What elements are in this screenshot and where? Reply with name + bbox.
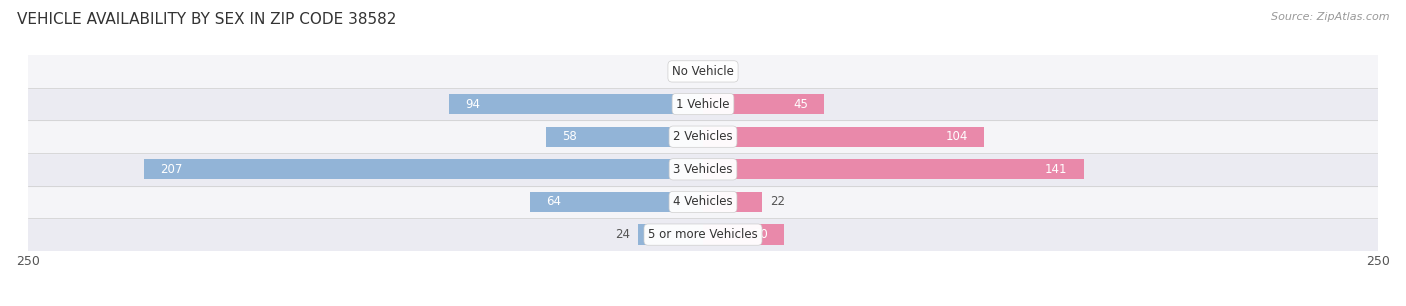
Text: 0: 0: [690, 65, 697, 78]
Bar: [28, 186, 1378, 218]
Bar: [703, 127, 984, 147]
Text: 30: 30: [754, 228, 768, 241]
Text: 2 Vehicles: 2 Vehicles: [673, 130, 733, 143]
Text: Source: ZipAtlas.com: Source: ZipAtlas.com: [1271, 12, 1389, 22]
Text: 0: 0: [709, 65, 716, 78]
Text: 1 Vehicle: 1 Vehicle: [676, 98, 730, 110]
Bar: [703, 225, 785, 245]
Text: 64: 64: [547, 196, 561, 208]
Text: 45: 45: [793, 98, 808, 110]
Text: 94: 94: [465, 98, 481, 110]
Text: 3 Vehicles: 3 Vehicles: [673, 163, 733, 176]
Bar: [530, 192, 703, 212]
Bar: [547, 127, 703, 147]
Text: 141: 141: [1045, 163, 1067, 176]
Bar: [145, 159, 703, 179]
Bar: [703, 192, 762, 212]
Text: 22: 22: [770, 196, 786, 208]
Bar: [28, 153, 1378, 186]
Text: 207: 207: [160, 163, 183, 176]
Bar: [28, 55, 1378, 88]
Bar: [703, 94, 824, 114]
Text: 58: 58: [562, 130, 578, 143]
Text: 5 or more Vehicles: 5 or more Vehicles: [648, 228, 758, 241]
Text: 24: 24: [614, 228, 630, 241]
Text: 104: 104: [945, 130, 967, 143]
Bar: [450, 94, 703, 114]
Bar: [28, 218, 1378, 251]
Text: 4 Vehicles: 4 Vehicles: [673, 196, 733, 208]
Bar: [703, 159, 1084, 179]
Bar: [28, 88, 1378, 120]
Bar: [28, 120, 1378, 153]
Bar: [638, 225, 703, 245]
Text: VEHICLE AVAILABILITY BY SEX IN ZIP CODE 38582: VEHICLE AVAILABILITY BY SEX IN ZIP CODE …: [17, 12, 396, 27]
Text: No Vehicle: No Vehicle: [672, 65, 734, 78]
